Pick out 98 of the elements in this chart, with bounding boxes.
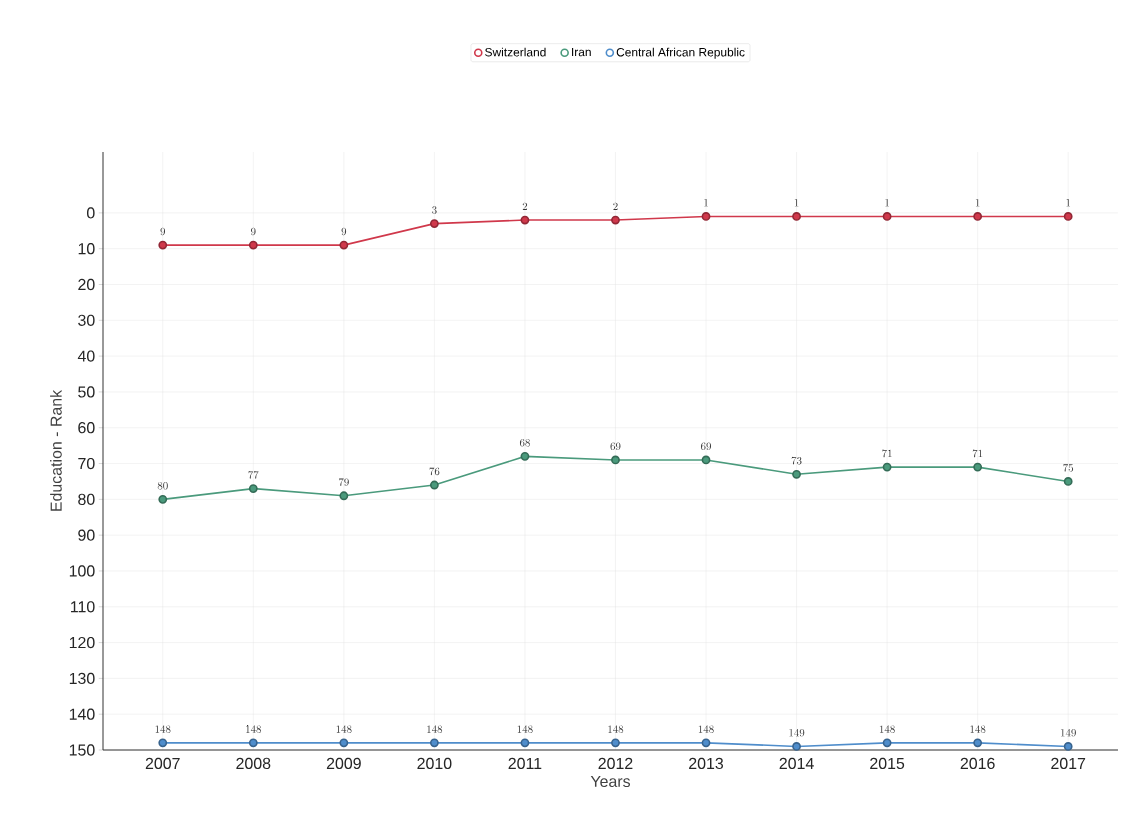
x-tick-label: 2015 <box>870 757 905 770</box>
y-tick-label: 150 <box>69 744 95 756</box>
point <box>973 738 983 748</box>
data-label: 68 <box>519 438 530 447</box>
point <box>611 215 620 225</box>
legend-label: Central African Republic <box>616 47 745 59</box>
data-label: 148 <box>879 725 895 733</box>
data-label: 148 <box>608 725 624 733</box>
point <box>701 738 711 748</box>
data-label: 148 <box>336 725 352 733</box>
point <box>520 451 530 461</box>
data-label: 2 <box>522 202 528 210</box>
y-tick-label: 100 <box>69 565 95 577</box>
point <box>429 738 439 748</box>
point <box>792 212 801 221</box>
x-tick-label: 2009 <box>326 757 361 770</box>
data-label: 1 <box>1066 199 1071 207</box>
point <box>1063 212 1073 221</box>
data-label: 148 <box>427 725 443 733</box>
point <box>1063 477 1073 486</box>
data-label: 9 <box>251 227 256 236</box>
data-label: 148 <box>517 725 533 733</box>
point <box>339 240 349 250</box>
data-label: 2 <box>613 202 618 210</box>
data-label: 69 <box>701 442 711 451</box>
point <box>520 738 530 748</box>
point <box>158 738 168 748</box>
point <box>882 212 892 221</box>
point <box>611 455 620 465</box>
data-label: 73 <box>791 456 802 465</box>
data-label: 69 <box>610 442 621 451</box>
data-label: 1 <box>704 199 708 207</box>
point <box>701 455 711 465</box>
data-label: 1 <box>975 199 980 207</box>
y-axis-title: Education - Rank <box>50 389 62 511</box>
y-tick-label: 40 <box>77 350 95 362</box>
data-label: 75 <box>1063 463 1074 472</box>
y-tick-label: 80 <box>78 493 95 505</box>
point <box>158 240 168 250</box>
x-tick-label: 2014 <box>779 757 814 770</box>
point <box>158 494 168 504</box>
data-label: 9 <box>160 227 166 236</box>
data-label: 9 <box>341 227 347 236</box>
point <box>882 738 892 748</box>
point <box>611 738 620 748</box>
x-tick-label: 2012 <box>598 757 633 770</box>
point <box>701 212 711 221</box>
y-tick-label: 20 <box>78 278 95 291</box>
data-label: 76 <box>429 467 440 476</box>
point <box>1063 742 1073 751</box>
x-tick-label: 2016 <box>960 757 995 770</box>
y-tick-label: 120 <box>69 636 95 649</box>
x-tick-label: 2017 <box>1051 757 1086 770</box>
data-label: 148 <box>698 725 714 733</box>
point <box>973 462 983 472</box>
point <box>792 469 801 479</box>
y-tick-label: 110 <box>71 601 95 613</box>
point <box>882 462 892 472</box>
point <box>248 484 258 493</box>
point <box>973 212 983 221</box>
data-label: 149 <box>1060 728 1076 737</box>
data-label: 77 <box>248 471 259 479</box>
data-label: 80 <box>157 481 168 490</box>
y-tick-label: 10 <box>78 243 95 255</box>
data-label: 79 <box>339 478 349 486</box>
y-tick-label: 60 <box>78 422 95 434</box>
data-label: 71 <box>972 449 983 458</box>
data-label: 148 <box>246 725 262 733</box>
point <box>339 738 349 748</box>
x-tick-label: 2008 <box>236 757 271 770</box>
point <box>429 480 439 490</box>
x-axis-title: Years <box>590 775 631 788</box>
point <box>520 215 530 225</box>
y-tick-label: 30 <box>78 314 95 326</box>
y-tick-label: 130 <box>69 672 95 685</box>
data-label: 1 <box>794 199 799 207</box>
data-label: 148 <box>155 725 171 733</box>
data-label: 3 <box>432 206 437 214</box>
x-tick-label: 2013 <box>689 757 724 770</box>
data-label: 1 <box>885 199 889 207</box>
point <box>248 240 258 250</box>
y-tick-label: 0 <box>86 207 95 219</box>
data-label: 149 <box>789 728 805 737</box>
legend-label: Iran <box>572 47 591 57</box>
x-tick-label: 2011 <box>508 757 542 770</box>
data-label: 148 <box>970 725 986 733</box>
point <box>429 219 439 229</box>
point <box>339 491 349 501</box>
x-tick-label: 2010 <box>417 757 452 770</box>
point <box>792 742 801 751</box>
x-tick-label: 2007 <box>145 757 180 770</box>
point <box>248 738 258 748</box>
y-tick-label: 70 <box>78 457 95 470</box>
y-tick-label: 90 <box>78 529 95 541</box>
y-tick-label: 140 <box>69 708 95 720</box>
data-label: 71 <box>882 449 892 458</box>
y-tick-label: 50 <box>78 386 95 398</box>
legend-label: Switzerland <box>485 47 546 57</box>
